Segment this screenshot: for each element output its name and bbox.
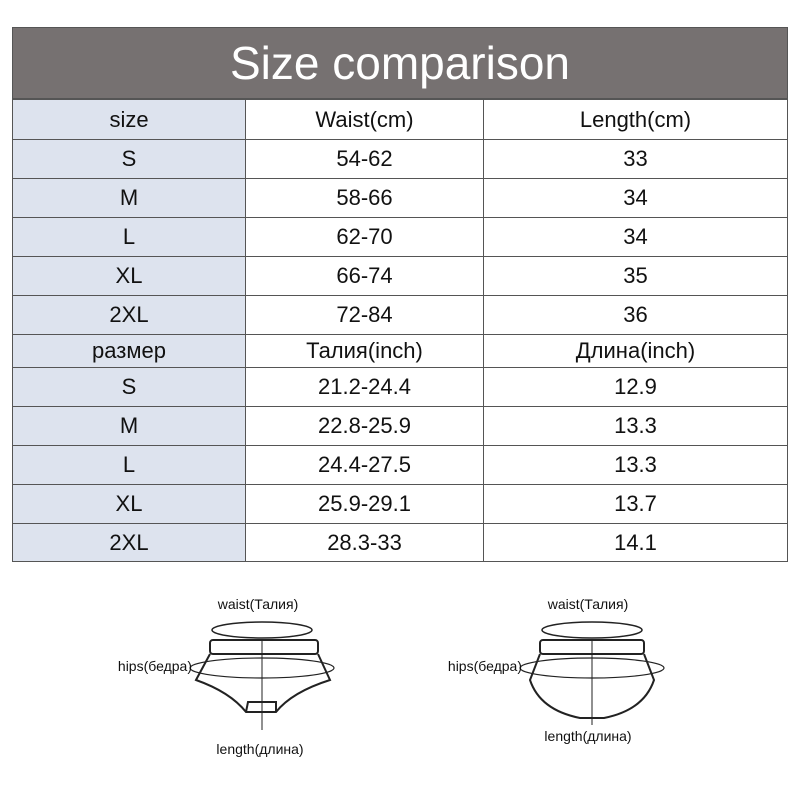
table-cell: Waist(cm): [245, 99, 484, 140]
table-cell: 72-84: [245, 295, 484, 335]
table-cell: размер: [12, 334, 246, 368]
length-label: length(длина): [216, 741, 303, 757]
table-row: 2XL 28.3-33 14.1: [12, 523, 788, 562]
table-cell: L: [12, 217, 246, 257]
table-cell: XL: [12, 256, 246, 296]
table-cell: 2XL: [12, 295, 246, 335]
table-cell: XL: [12, 484, 246, 524]
table-row: M 22.8-25.9 13.3: [12, 406, 788, 446]
table-cell: size: [12, 99, 246, 140]
table-row: размер Талия(inch) Длина(inch): [12, 334, 788, 368]
table-cell: 34: [483, 178, 788, 218]
table-cell: Талия(inch): [245, 334, 484, 368]
hips-label: hips(бедра): [118, 658, 192, 674]
table-cell: 13.3: [483, 406, 788, 446]
table-row: M 58-66 34: [12, 178, 788, 218]
table-cell: 35: [483, 256, 788, 296]
table-cell: L: [12, 445, 246, 485]
table-row: XL 25.9-29.1 13.7: [12, 484, 788, 524]
table-cell: S: [12, 367, 246, 407]
table-cell: Length(cm): [483, 99, 788, 140]
table-cell: S: [12, 139, 246, 179]
table-cell: 33: [483, 139, 788, 179]
table-row: S 54-62 33: [12, 139, 788, 179]
waist-label: waist(Талия): [217, 596, 299, 612]
table-cell: 2XL: [12, 523, 246, 562]
table-row: 2XL 72-84 36: [12, 295, 788, 335]
table-row: XL 66-74 35: [12, 256, 788, 296]
table-cell: 13.3: [483, 445, 788, 485]
table-cell: 21.2-24.4: [245, 367, 484, 407]
table-row: size Waist(cm) Length(cm): [12, 99, 788, 140]
size-table: size Waist(cm) Length(cm) S 54-62 33 M 58-66 34 L…: [12, 99, 788, 562]
table-cell: M: [12, 406, 246, 446]
table-cell: 22.8-25.9: [245, 406, 484, 446]
briefs-icon-left: [189, 621, 335, 730]
waist-label: waist(Талия): [547, 596, 629, 612]
briefs-icon-right: [519, 621, 665, 725]
table-cell: 66-74: [245, 256, 484, 296]
length-label: length(длина): [544, 728, 631, 744]
table-cell: 24.4-27.5: [245, 445, 484, 485]
table-cell: 28.3-33: [245, 523, 484, 562]
table-cell: 34: [483, 217, 788, 257]
table-cell: 36: [483, 295, 788, 335]
table-cell: 58-66: [245, 178, 484, 218]
table-row: S 21.2-24.4 12.9: [12, 367, 788, 407]
table-cell: 62-70: [245, 217, 484, 257]
table-cell: 14.1: [483, 523, 788, 562]
table-cell: 12.9: [483, 367, 788, 407]
table-cell: 13.7: [483, 484, 788, 524]
table-cell: Длина(inch): [483, 334, 788, 368]
table-row: L 62-70 34: [12, 217, 788, 257]
table-cell: 54-62: [245, 139, 484, 179]
diagrams: waist(Талия) hips(бедра) length(длина) w…: [118, 596, 665, 757]
table-row: L 24.4-27.5 13.3: [12, 445, 788, 485]
hips-label: hips(бедра): [448, 658, 522, 674]
title: Size comparison: [12, 27, 788, 99]
table-cell: 25.9-29.1: [245, 484, 484, 524]
table-cell: M: [12, 178, 246, 218]
